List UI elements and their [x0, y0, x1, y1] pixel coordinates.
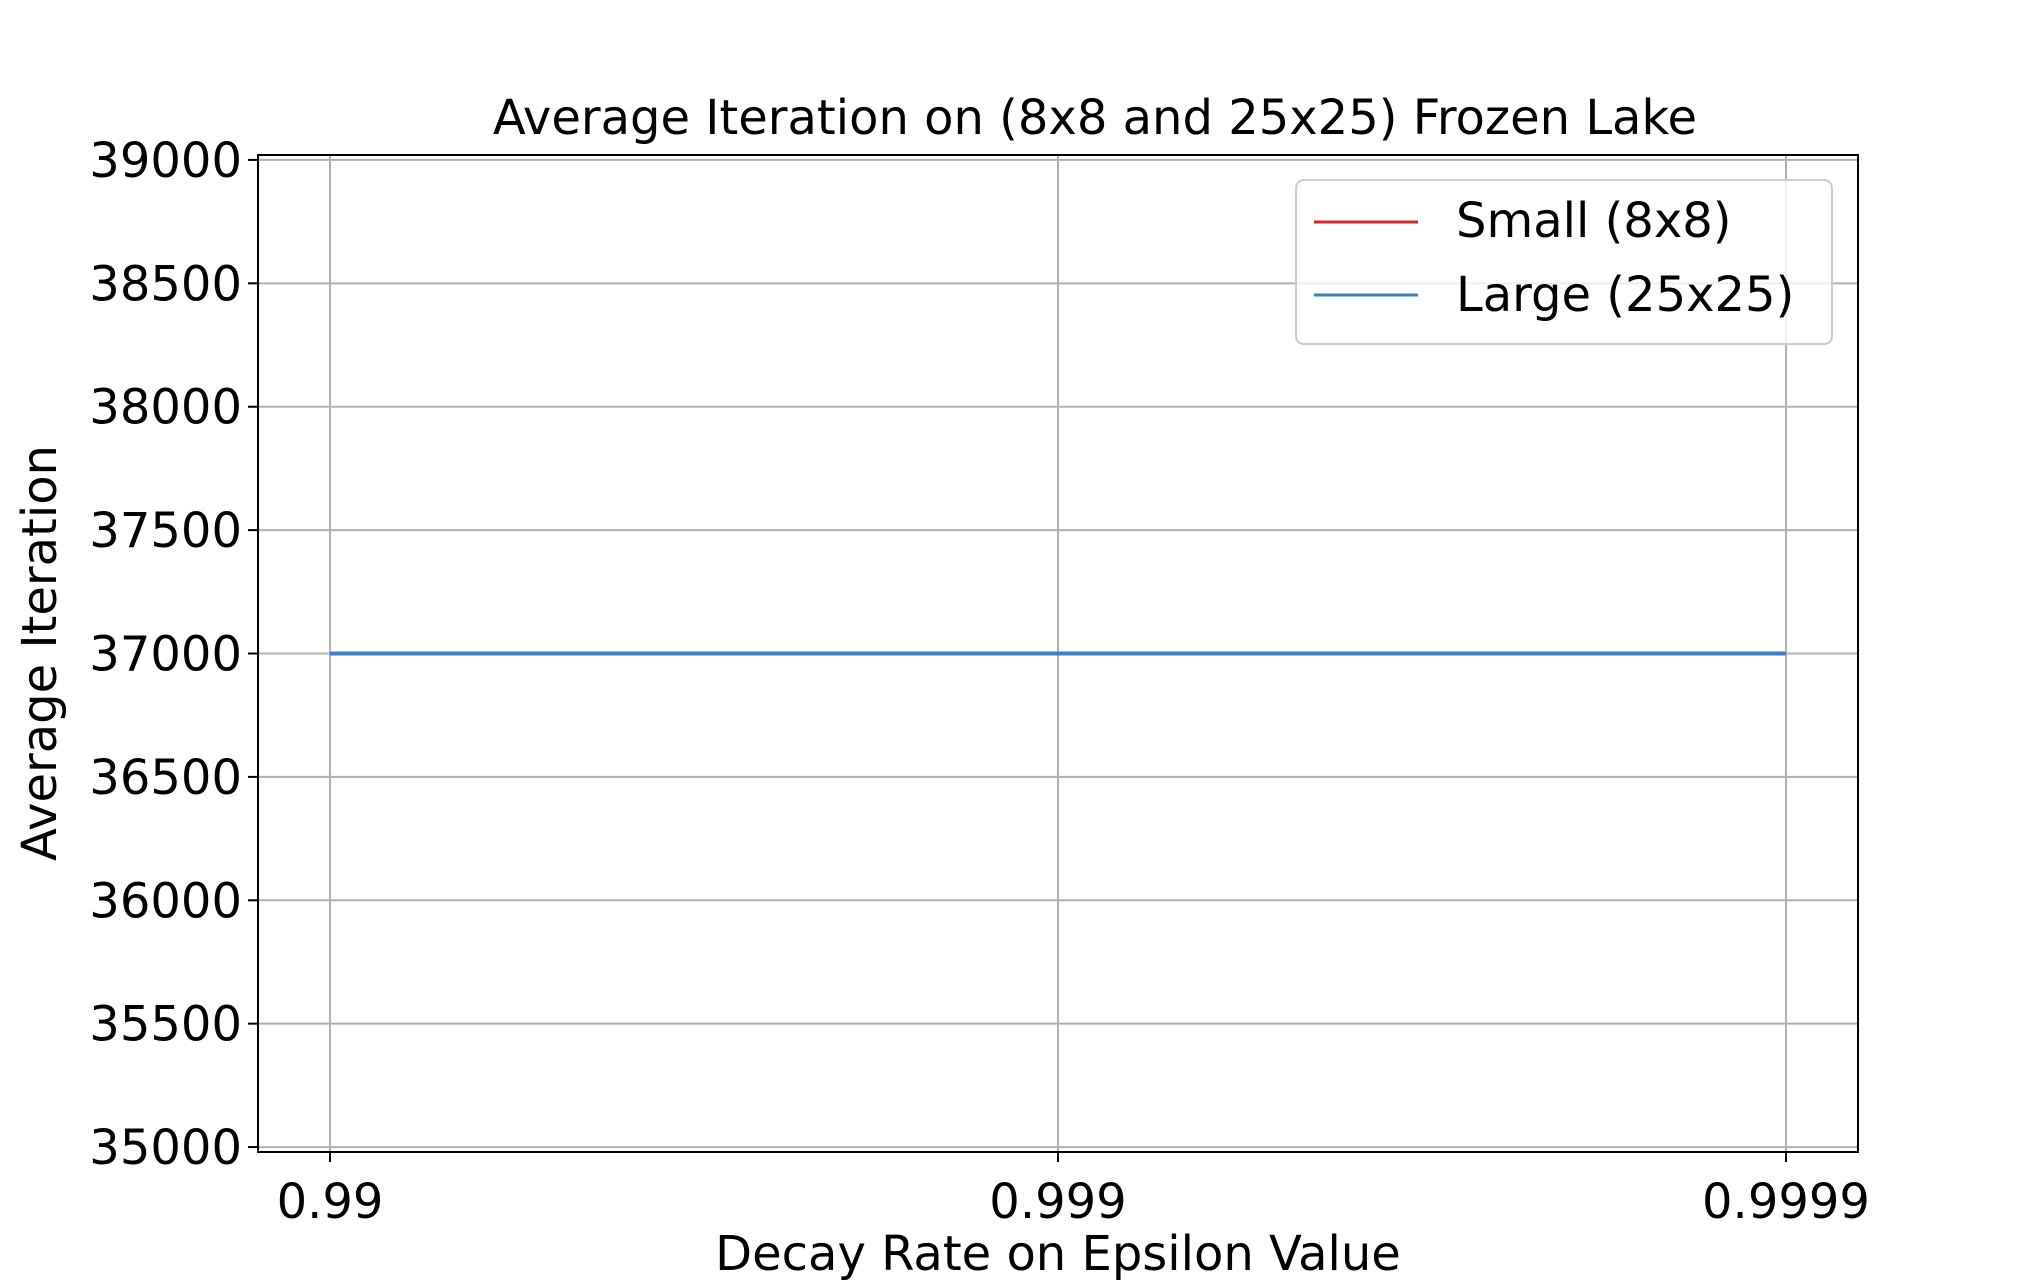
legend-label-large: Large (25x25) [1456, 267, 1794, 323]
chart-title: Average Iteration on (8x8 and 25x25) Fro… [493, 90, 1697, 146]
y-tick-label: 39000 [89, 133, 242, 189]
y-tick-label: 37500 [89, 503, 242, 559]
y-axis-label: Average Iteration [12, 445, 68, 861]
legend: Small (8x8) Large (25x25) [1295, 179, 1833, 345]
y-axis-ticks: 35000 35500 36000 36500 37000 37500 38000 38500… [89, 133, 258, 1176]
x-tick-label: 0.99 [277, 1174, 384, 1230]
y-tick-label: 36500 [89, 750, 242, 806]
x-tick-label: 0.999 [989, 1174, 1126, 1230]
legend-label-small: Small (8x8) [1456, 193, 1732, 249]
y-tick-label: 38000 [89, 380, 242, 436]
y-tick-label: 35000 [89, 1120, 242, 1176]
x-axis-label: Decay Rate on Epsilon Value [715, 1226, 1401, 1280]
y-tick-label: 37000 [89, 627, 242, 683]
x-axis-ticks: 0.99 0.999 0.9999 [277, 1152, 1870, 1230]
legend-box [1295, 179, 1833, 345]
x-tick-label: 0.9999 [1702, 1174, 1870, 1230]
y-tick-label: 38500 [89, 256, 242, 312]
y-tick-label: 36000 [89, 873, 242, 929]
y-tick-label: 35500 [89, 997, 242, 1053]
